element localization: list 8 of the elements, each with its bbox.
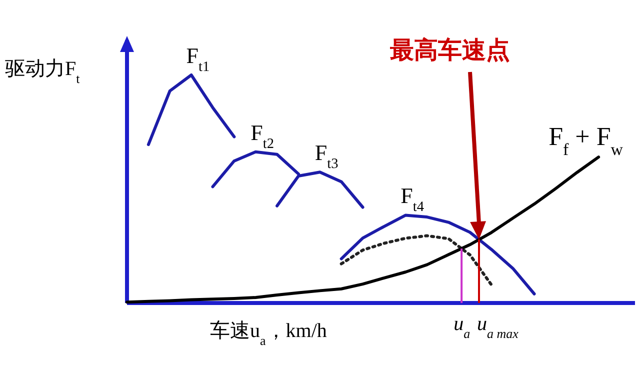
series-label: F$_{t4}$ — [400, 183, 424, 216]
series-label: F$_{t1}$ — [186, 43, 210, 75]
annotation: 最高车速点 — [390, 36, 510, 64]
y-axis-title: 驱动力F$_{t}$ — [5, 58, 80, 86]
series-label: F$_{t2}$ — [250, 120, 274, 152]
series-label: F$_{t3}$ — [314, 140, 338, 172]
series-label: F$_{f}$ + F$_{w}$ — [548, 122, 624, 159]
x-axis-title: 车速u$_{a}$，km/h — [210, 320, 327, 348]
